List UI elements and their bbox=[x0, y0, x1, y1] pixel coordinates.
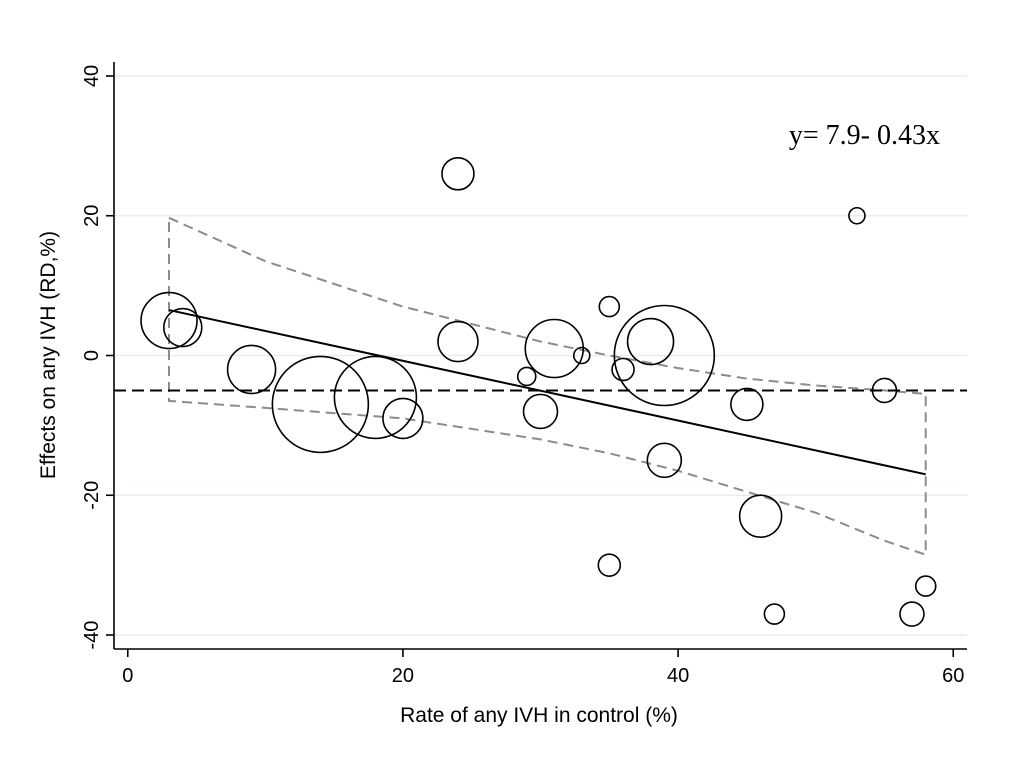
data-point bbox=[271, 355, 370, 454]
tick-labels: 0 20 40 60 -40 -20 0 20 40 bbox=[81, 65, 964, 687]
y-tick-label: 40 bbox=[81, 65, 103, 87]
x-tick-label: 0 bbox=[122, 665, 133, 687]
data-point bbox=[871, 377, 898, 404]
data-point bbox=[226, 344, 277, 395]
data-point bbox=[626, 317, 675, 366]
data-point bbox=[598, 295, 621, 318]
data-point bbox=[162, 307, 203, 348]
data-point bbox=[597, 553, 622, 577]
x-axis-label: Rate of any IVH in control (%) bbox=[400, 704, 678, 727]
x-tick-label: 60 bbox=[942, 665, 964, 687]
data-point bbox=[333, 355, 418, 440]
data-point bbox=[611, 357, 635, 382]
data-point bbox=[613, 304, 716, 407]
y-tick-label: 0 bbox=[81, 350, 103, 361]
data-point bbox=[437, 320, 479, 363]
y-tick-label: 20 bbox=[81, 205, 103, 227]
data-point bbox=[646, 442, 683, 479]
y-axis-label: Effects on any IVH (RD,%) bbox=[37, 231, 60, 479]
data-point bbox=[516, 366, 537, 387]
x-tick-label: 20 bbox=[392, 665, 414, 687]
data-point bbox=[899, 601, 925, 627]
y-tick-label: -20 bbox=[81, 481, 103, 510]
confidence-band bbox=[168, 216, 927, 557]
data-point bbox=[730, 387, 764, 422]
data-point bbox=[914, 575, 937, 597]
confidence-band-outline bbox=[168, 216, 927, 557]
grid-lines bbox=[114, 75, 967, 636]
data-point bbox=[738, 494, 783, 539]
regression-line bbox=[168, 309, 926, 476]
data-point bbox=[524, 318, 585, 379]
data-point bbox=[572, 346, 591, 365]
data-point bbox=[848, 206, 866, 225]
x-tick-label: 40 bbox=[667, 665, 689, 687]
data-point bbox=[522, 393, 559, 430]
fit-line bbox=[168, 309, 926, 476]
data-point bbox=[441, 157, 475, 191]
y-tick-label: -40 bbox=[81, 621, 103, 650]
data-point bbox=[382, 397, 424, 440]
axes bbox=[106, 62, 967, 657]
data-points bbox=[140, 157, 937, 627]
regression-equation: y= 7.9- 0.43x bbox=[789, 120, 940, 151]
data-point bbox=[140, 291, 198, 350]
data-point bbox=[763, 603, 786, 625]
